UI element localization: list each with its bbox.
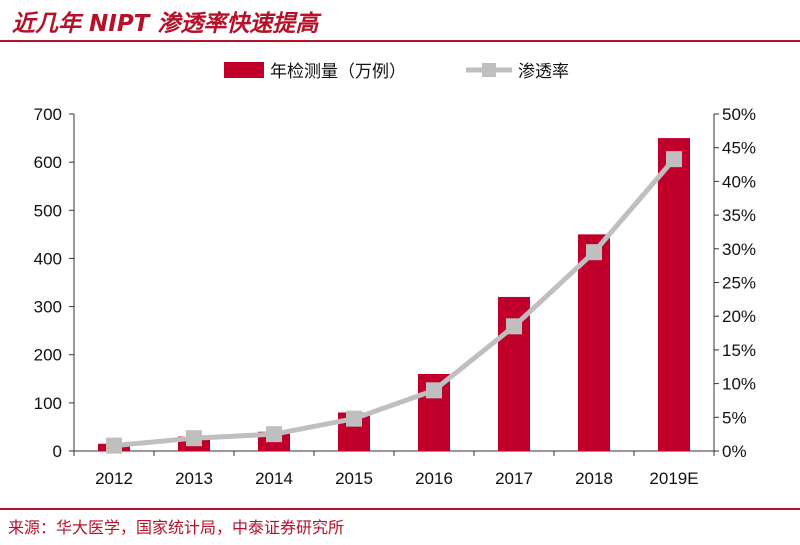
y-right-tick-label: 30% (722, 240, 756, 259)
line-point (426, 382, 442, 399)
y-left-tick-label: 300 (34, 298, 62, 317)
line-point (346, 410, 362, 427)
x-tick-label: 2019E (649, 469, 698, 488)
y-left-tick-label: 500 (34, 201, 62, 220)
y-right-tick-label: 10% (722, 375, 756, 394)
y-left-tick-label: 0 (53, 442, 62, 461)
y-right-tick-label: 25% (722, 274, 756, 293)
legend-swatch-marker (482, 63, 496, 77)
y-right-tick-label: 50% (722, 105, 756, 124)
page-title: 近几年 NIPT 渗透率快速提高 (12, 11, 319, 37)
y-right-tick-label: 40% (722, 172, 756, 191)
line-point (266, 426, 282, 443)
title-divider (0, 40, 800, 42)
legend-swatch-bar (224, 62, 264, 78)
x-tick-label: 2013 (175, 469, 213, 488)
chart: 年检测量（万例） 渗透率 0 100 200 300 400 500 600 700 0% 5% 1… (34, 62, 756, 488)
y-left-tick-label: 100 (34, 394, 62, 413)
y-left-tick-label: 700 (34, 105, 62, 124)
line-series (106, 151, 682, 454)
line-point (186, 430, 202, 447)
line-point (666, 151, 682, 168)
x-tick-label: 2016 (415, 469, 453, 488)
line-point (586, 244, 602, 261)
y-left-tick-label: 600 (34, 153, 62, 172)
bar (578, 234, 610, 451)
legend-label-line: 渗透率 (518, 62, 569, 82)
x-tick-label: 2014 (255, 469, 293, 488)
y-right-tick-label: 0% (722, 442, 747, 461)
source-divider (0, 508, 800, 510)
bar (658, 138, 690, 452)
tick-labels: 0 100 200 300 400 500 600 700 0% 5% 10% 15% 20% 25% 30… (34, 105, 756, 488)
source-note: 来源：华大医学，国家统计局，中泰证券研究所 (8, 518, 345, 537)
y-right-tick-label: 20% (722, 307, 756, 326)
x-tick-label: 2015 (335, 469, 373, 488)
legend-label-bar: 年检测量（万例） (270, 62, 406, 82)
y-right-tick-label: 5% (722, 408, 747, 427)
y-left-tick-label: 200 (34, 346, 62, 365)
legend: 年检测量（万例） 渗透率 (224, 62, 569, 82)
line-point (506, 318, 522, 335)
y-left-tick-label: 400 (34, 249, 62, 268)
x-tick-label: 2018 (575, 469, 613, 488)
y-right-tick-label: 45% (722, 139, 756, 158)
x-tick-label: 2017 (495, 469, 533, 488)
x-tick-label: 2012 (95, 469, 133, 488)
line-path (113, 157, 676, 449)
line-point (106, 437, 122, 454)
y-right-tick-label: 35% (722, 206, 756, 225)
y-right-tick-label: 15% (722, 341, 756, 360)
